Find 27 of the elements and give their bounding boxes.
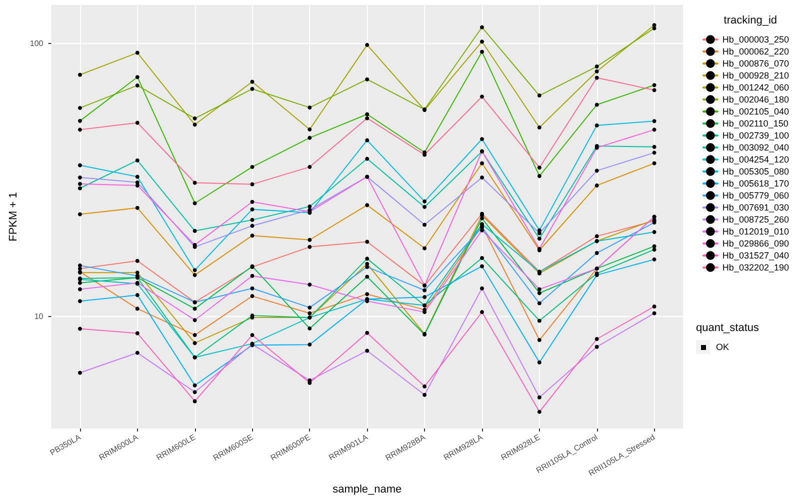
y-axis-title: FPKM + 1 [8, 192, 20, 242]
legend-label: Hb_000003_250 [722, 34, 790, 44]
legend-label: Hb_008725_260 [722, 214, 790, 224]
legend-label: Hb_029866_090 [722, 238, 790, 248]
legend-label: Hb_002105_040 [722, 106, 790, 116]
x-axis-title: sample_name [332, 484, 402, 496]
legend-title: tracking_id [724, 14, 778, 26]
legend-label: Hb_002739_100 [722, 130, 790, 140]
legend-label: Hb_005779_060 [722, 190, 790, 200]
legend-label: Hb_001242_060 [722, 82, 790, 92]
legend-label: Hb_002046_180 [722, 94, 790, 104]
legend-label: Hb_000062_220 [722, 46, 790, 56]
legend-label: Hb_005305_080 [722, 166, 790, 176]
y-tick-label: 10 [34, 312, 44, 322]
legend-label: Hb_007691_030 [722, 202, 790, 212]
legend-label: Hb_003092_040 [722, 142, 790, 152]
legend-label: Hb_000876_070 [722, 58, 790, 68]
y-tick-label: 100 [30, 38, 44, 48]
text: OK [716, 342, 730, 352]
legend-label: Hb_012019_010 [722, 226, 790, 236]
legend-label: Hb_005618_170 [722, 178, 790, 188]
legend-label: Hb_004254_120 [722, 154, 790, 164]
legend-label: Hb_031527_040 [722, 250, 790, 260]
legend-label: Hb_002110_150 [722, 118, 788, 128]
text: quant_status [696, 322, 759, 334]
legend-label: Hb_032202_190 [722, 262, 790, 272]
legend-label: Hb_000928_210 [722, 70, 790, 80]
